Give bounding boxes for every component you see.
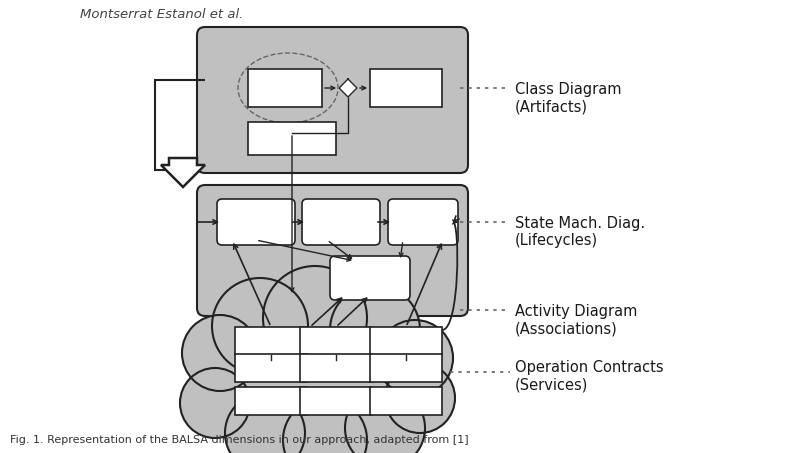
Bar [248, 122, 336, 155]
FancyBboxPatch shape [217, 199, 295, 245]
Bar [248, 69, 322, 107]
FancyArrow shape [161, 158, 205, 187]
Bar [235, 354, 307, 382]
Bar [235, 327, 307, 355]
Circle shape [237, 300, 393, 453]
Bar [370, 387, 442, 415]
FancyBboxPatch shape [197, 27, 468, 173]
Text: Class Diagram
(Artifacts): Class Diagram (Artifacts) [515, 82, 621, 115]
Circle shape [385, 363, 455, 433]
Circle shape [330, 285, 420, 375]
Text: Operation Contracts
(Services): Operation Contracts (Services) [515, 360, 663, 392]
Circle shape [377, 320, 453, 396]
Circle shape [180, 368, 250, 438]
Circle shape [345, 388, 425, 453]
FancyBboxPatch shape [330, 256, 410, 300]
Polygon shape [339, 79, 357, 97]
Bar [300, 354, 372, 382]
FancyBboxPatch shape [197, 185, 468, 316]
Bar [300, 387, 372, 415]
Bar [370, 69, 442, 107]
Circle shape [212, 278, 308, 374]
Bar [370, 354, 442, 382]
Circle shape [182, 315, 258, 391]
Text: Fig. 1. Representation of the BALSA dimensions in our approach, adapted from [1]: Fig. 1. Representation of the BALSA dime… [10, 435, 469, 445]
Text: Montserrat Estanol et al.: Montserrat Estanol et al. [80, 8, 244, 21]
Text: Activity Diagram
(Associations): Activity Diagram (Associations) [515, 304, 638, 337]
Circle shape [283, 398, 367, 453]
Circle shape [263, 266, 367, 370]
FancyBboxPatch shape [302, 199, 380, 245]
Bar [370, 327, 442, 355]
Text: State Mach. Diag.
(Lifecycles): State Mach. Diag. (Lifecycles) [515, 216, 645, 248]
Bar [300, 327, 372, 355]
Bar [235, 387, 307, 415]
Circle shape [225, 393, 305, 453]
FancyBboxPatch shape [388, 199, 458, 245]
